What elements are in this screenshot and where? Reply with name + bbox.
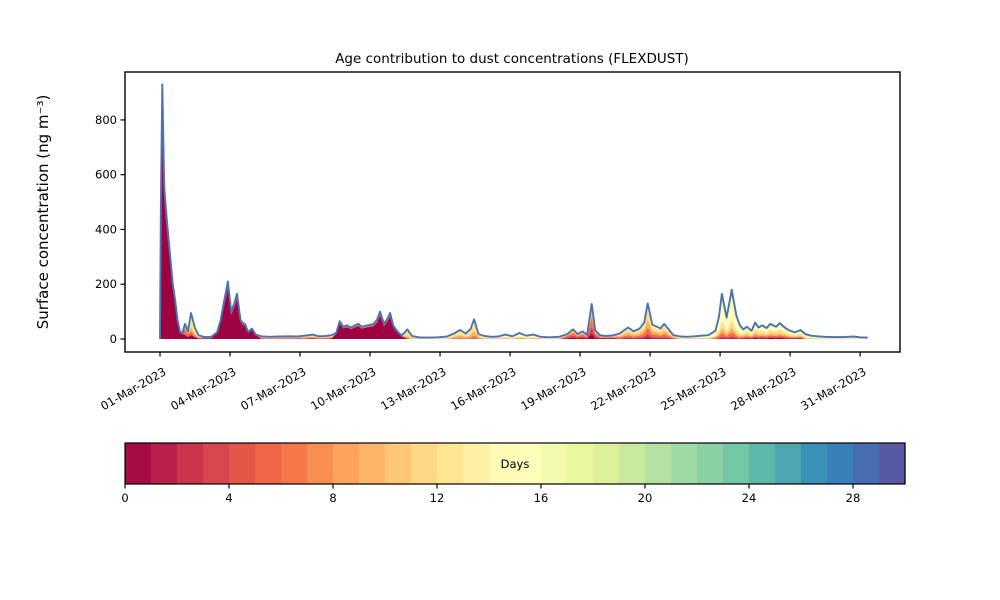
x-tick-label: 28-Mar-2023 [728,364,798,413]
stacked-area-age-18-21-days [160,84,868,339]
stacked-area-age-15-18-days [160,84,868,339]
x-tick-label: 10-Mar-2023 [308,364,378,413]
y-tick-label: 800 [95,113,117,127]
stacked-area-age-3-6-days [160,92,868,339]
colorbar-cell [801,443,828,484]
colorbar-tick-label: 8 [329,491,336,505]
colorbar-tick-label: 0 [121,491,128,505]
y-tick-label: 0 [110,332,117,346]
x-tick-label: 16-Mar-2023 [448,364,518,413]
plot-border [124,71,901,353]
colorbar-ticks: 0 4 8 12 16 20 24 28 [121,484,860,505]
colorbar-cell [671,443,698,484]
colorbar-cell [463,443,490,484]
colorbar-cell [229,443,256,484]
colorbar-cell [515,443,542,484]
colorbar-cell [567,443,594,484]
colorbar-cell [697,443,724,484]
x-tick-label: 01-Mar-2023 [98,364,168,413]
colorbar-cell [203,443,230,484]
colorbar-tick-label: 20 [638,491,653,505]
colorbar-cell [853,443,880,484]
colorbar-cell [723,443,750,484]
stacked-area-age-0-3-days [160,104,868,339]
colorbar-cell [281,443,308,484]
colorbar-cell [333,443,360,484]
stacked-age-areas [160,84,868,340]
colorbar-tick-label: 12 [430,491,445,505]
x-tick-label: 22-Mar-2023 [588,364,658,413]
y-axis-label: Surface concentration (ng m⁻³) [34,95,52,330]
colorbar-label: Days [501,457,530,471]
y-tick-label: 600 [95,168,117,182]
colorbar-cell [255,443,282,484]
y-tick-label: 400 [95,222,117,236]
colorbar [125,443,906,484]
colorbar-cell [879,443,906,484]
colorbar-border [124,442,906,485]
chart-title: Age contribution to dust concentrations … [335,51,689,67]
stacked-area-age-12-15-days [160,85,868,339]
colorbar-cell [151,443,178,484]
y-axis-ticks: 0 200 400 600 800 [95,113,125,346]
colorbar-cell [593,443,620,484]
y-tick-label: 200 [95,277,117,291]
colorbar-cell [177,443,204,484]
colorbar-cell [437,443,464,484]
x-tick-label: 31-Mar-2023 [798,364,868,413]
stacked-area-age-6-9-days [160,89,868,340]
x-tick-label: 07-Mar-2023 [238,364,308,413]
colorbar-cell [619,443,646,484]
colorbar-cell [489,443,516,484]
colorbar-cell [775,443,802,484]
colorbar-cell [749,443,776,484]
colorbar-cell [411,443,438,484]
x-tick-label: 04-Mar-2023 [168,364,238,413]
x-tick-label: 19-Mar-2023 [518,364,588,413]
colorbar-cell [307,443,334,484]
stacked-area-age-21-24-days [160,84,868,339]
colorbar-cell [541,443,568,484]
colorbar-tick-label: 24 [742,491,757,505]
colorbar-cell [125,443,152,484]
colorbar-tick-label: 4 [225,491,232,505]
total-concentration-line [159,83,869,340]
colorbar-tick-label: 28 [846,491,861,505]
colorbar-cell [359,443,386,484]
colorbar-tick-label: 16 [534,491,549,505]
x-tick-label: 25-Mar-2023 [658,364,728,413]
colorbar-cell [385,443,412,484]
colorbar-cell [827,443,854,484]
stacked-area-age-9-12-days [160,86,868,339]
colorbar-cell [645,443,672,484]
x-axis-ticks: 01-Mar-2023 04-Mar-2023 07-Mar-2023 10-Mar-… [98,352,869,413]
x-tick-label: 13-Mar-2023 [378,364,448,413]
